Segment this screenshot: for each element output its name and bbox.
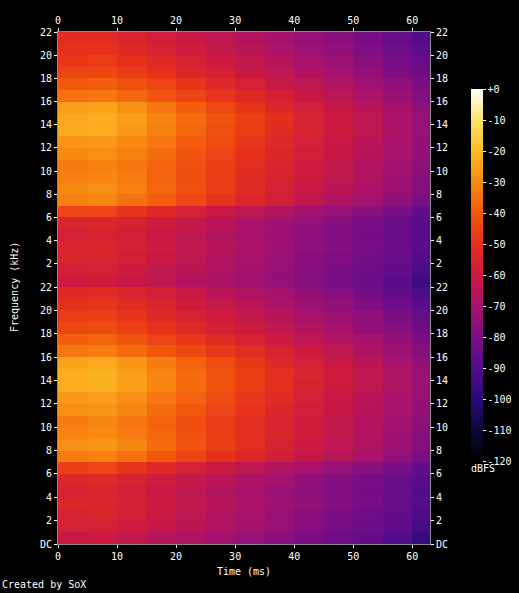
svg-text:14: 14 — [436, 375, 448, 386]
svg-text:-70: -70 — [488, 301, 506, 312]
svg-text:18: 18 — [436, 73, 448, 84]
svg-text:10: 10 — [111, 15, 123, 26]
svg-text:10: 10 — [111, 551, 123, 562]
svg-text:-110: -110 — [488, 425, 512, 436]
svg-text:10: 10 — [40, 166, 52, 177]
svg-text:-40: -40 — [488, 208, 506, 219]
svg-text:6: 6 — [46, 468, 52, 479]
svg-text:20: 20 — [170, 551, 182, 562]
svg-text:12: 12 — [436, 398, 448, 409]
svg-text:-120: -120 — [488, 456, 512, 467]
svg-text:-90: -90 — [488, 363, 506, 374]
svg-text:-80: -80 — [488, 332, 506, 343]
svg-text:4: 4 — [46, 492, 52, 503]
svg-text:18: 18 — [40, 328, 52, 339]
svg-text:22: 22 — [436, 27, 448, 38]
svg-text:50: 50 — [347, 551, 359, 562]
svg-text:10: 10 — [436, 422, 448, 433]
svg-text:60: 60 — [406, 551, 418, 562]
svg-text:0: 0 — [55, 551, 61, 562]
svg-text:16: 16 — [436, 352, 448, 363]
svg-text:10: 10 — [436, 166, 448, 177]
svg-text:DC: DC — [436, 539, 448, 550]
svg-text:12: 12 — [436, 142, 448, 153]
svg-text:16: 16 — [436, 96, 448, 107]
svg-text:8: 8 — [46, 445, 52, 456]
svg-text:-60: -60 — [488, 270, 506, 281]
svg-text:6: 6 — [46, 212, 52, 223]
svg-text:12: 12 — [40, 142, 52, 153]
svg-text:4: 4 — [436, 235, 442, 246]
svg-text:6: 6 — [436, 212, 442, 223]
svg-text:4: 4 — [436, 492, 442, 503]
svg-text:Time (ms): Time (ms) — [217, 566, 271, 577]
svg-text:20: 20 — [436, 50, 448, 61]
svg-text:dBFS: dBFS — [471, 463, 495, 474]
svg-text:-100: -100 — [488, 394, 512, 405]
svg-text:14: 14 — [436, 119, 448, 130]
svg-text:30: 30 — [229, 551, 241, 562]
svg-text:14: 14 — [40, 119, 52, 130]
svg-text:DC: DC — [40, 539, 52, 550]
svg-text:22: 22 — [436, 282, 448, 293]
svg-text:6: 6 — [436, 468, 442, 479]
svg-text:Frequency (kHz): Frequency (kHz) — [9, 242, 20, 332]
svg-text:8: 8 — [46, 189, 52, 200]
svg-text:60: 60 — [406, 15, 418, 26]
svg-text:12: 12 — [40, 398, 52, 409]
svg-text:8: 8 — [436, 445, 442, 456]
svg-text:20: 20 — [40, 305, 52, 316]
svg-text:20: 20 — [40, 50, 52, 61]
svg-text:2: 2 — [46, 515, 52, 526]
svg-text:2: 2 — [436, 515, 442, 526]
svg-text:50: 50 — [347, 15, 359, 26]
svg-text:20: 20 — [170, 15, 182, 26]
svg-text:+0: +0 — [488, 84, 500, 95]
svg-text:40: 40 — [288, 551, 300, 562]
svg-text:22: 22 — [40, 282, 52, 293]
svg-text:18: 18 — [40, 73, 52, 84]
svg-text:10: 10 — [40, 422, 52, 433]
svg-text:20: 20 — [436, 305, 448, 316]
svg-text:-10: -10 — [488, 115, 506, 126]
svg-text:30: 30 — [229, 15, 241, 26]
svg-text:14: 14 — [40, 375, 52, 386]
svg-text:4: 4 — [46, 235, 52, 246]
svg-text:0: 0 — [55, 15, 61, 26]
svg-text:40: 40 — [288, 15, 300, 26]
svg-text:2: 2 — [46, 258, 52, 269]
svg-text:16: 16 — [40, 352, 52, 363]
svg-text:-20: -20 — [488, 146, 506, 157]
svg-text:16: 16 — [40, 96, 52, 107]
svg-text:22: 22 — [40, 27, 52, 38]
svg-text:18: 18 — [436, 328, 448, 339]
svg-text:-30: -30 — [488, 177, 506, 188]
svg-text:8: 8 — [436, 189, 442, 200]
svg-text:Created by SoX: Created by SoX — [2, 579, 86, 590]
svg-text:-50: -50 — [488, 239, 506, 250]
svg-text:2: 2 — [436, 258, 442, 269]
